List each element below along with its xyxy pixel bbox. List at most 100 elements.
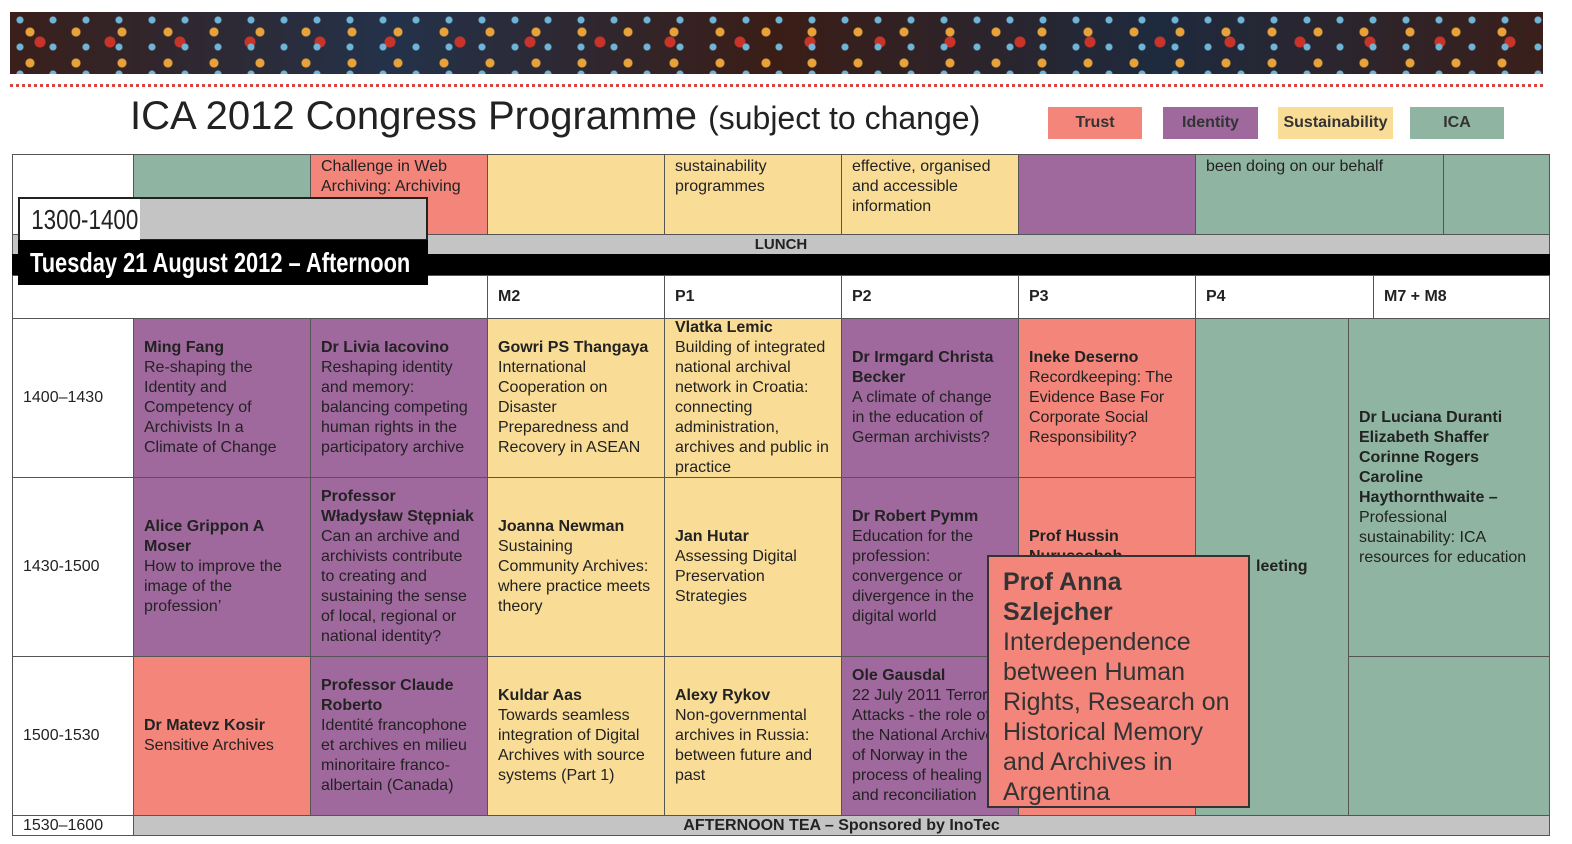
legend-item: Sustainability <box>1278 107 1393 139</box>
session-cell <box>1348 656 1550 816</box>
banner <box>10 12 1543 74</box>
session-title: Recordkeeping: The Evidence Base For Cor… <box>1029 369 1173 446</box>
speaker: Joanna Newman <box>498 518 625 535</box>
column-header: M7 + M8 <box>1373 275 1550 319</box>
session-title: How to improve the image of the professi… <box>144 558 282 615</box>
time-label: 1530–1600 <box>23 816 104 834</box>
time-label: 1300-1400 <box>31 204 139 235</box>
time-cell: 1500-1530 <box>12 656 134 816</box>
session-cell: Dr Luciana Duranti Elizabeth Shaffer Cor… <box>1348 318 1550 657</box>
session-title: Can an archive and archivists contribute… <box>321 528 467 645</box>
session-cell: Gowri PS Thangaya International Cooperati… <box>487 318 665 478</box>
subtitle: (subject to change) <box>708 100 981 136</box>
cell: effective, organised and accessible info… <box>841 154 1019 235</box>
session-title: Re-shaping the Identity and Competency o… <box>144 359 277 456</box>
column-label: M2 <box>498 288 521 305</box>
session-title: Assessing Digital Preservation Strategie… <box>675 548 797 605</box>
time-cell: 1530–1600 <box>12 815 134 836</box>
session-cell: Professor Władysław Stępniak Can an archi… <box>310 477 488 657</box>
session-cell: Dr Livia Iacovino Reshaping identity and … <box>310 318 488 478</box>
column-header: P3 <box>1018 275 1196 319</box>
session-title: leeting <box>1256 558 1308 575</box>
time-label: 1400–1430 <box>23 389 104 406</box>
speaker: Prof Anna Szlejcher <box>1003 568 1122 626</box>
speaker: Jan Hutar <box>675 528 749 545</box>
overlay-time: 1300-1400 <box>18 197 428 241</box>
speaker: Dr Irmgard Christa Becker <box>852 349 994 386</box>
speaker: Alexy Rykov <box>675 687 771 704</box>
session-cell: Alexy Rykov Non-governmental archives in … <box>664 656 842 816</box>
cell <box>1443 154 1550 235</box>
session-title: A climate of change in the education of … <box>852 389 992 446</box>
legend-label: ICA <box>1443 114 1471 131</box>
legend-label: Trust <box>1075 114 1115 131</box>
session-text: effective, organised and accessible info… <box>852 158 991 215</box>
column-header: P4 <box>1195 275 1374 319</box>
session-cell: Ineke Deserno Recordkeeping: The Evidence… <box>1018 318 1196 478</box>
speaker: Alice Grippon A Moser <box>144 518 264 555</box>
speaker: Gowri PS Thangaya <box>498 339 649 356</box>
time-label: 1430-1500 <box>23 558 100 575</box>
column-label: P4 <box>1206 288 1226 305</box>
session-title: Towards seamless integration of Digital … <box>498 707 645 784</box>
cell <box>1018 154 1196 235</box>
legend-label: Identity <box>1182 114 1239 131</box>
title: ICA 2012 Congress Programme (subject to … <box>130 94 980 139</box>
session-title: Reshaping identity and memory: balancing… <box>321 359 468 456</box>
session-cell: Joanna Newman Sustaining Community Archiv… <box>487 477 665 657</box>
speaker: Ming Fang <box>144 339 224 356</box>
session-text: been doing on our behalf <box>1206 158 1384 175</box>
speaker: Dr Matevz Kosir <box>144 717 265 734</box>
day-label: Tuesday 21 August 2012 – Afternoon <box>30 247 411 278</box>
divider <box>10 84 1543 87</box>
session-title: International Cooperation on Disaster Pr… <box>498 359 641 456</box>
column-header: P2 <box>841 275 1019 319</box>
legend-label: Sustainability <box>1283 114 1388 131</box>
overlay-day: Tuesday 21 August 2012 – Afternoon <box>18 240 428 285</box>
lunch-label: LUNCH <box>754 235 808 253</box>
speaker: Professor Claude Roberto <box>321 677 454 714</box>
tea-row: AFTERNOON TEA – Sponsored by InoTec <box>133 815 1550 836</box>
session-cell: Jan Hutar Assessing Digital Preservation … <box>664 477 842 657</box>
column-label: M7 + M8 <box>1384 288 1447 305</box>
cell: sustainability programmes <box>664 154 842 235</box>
session-cell: Professor Claude Roberto Identité francop… <box>310 656 488 816</box>
session-title: Sustaining Community Archives: where pra… <box>498 538 651 615</box>
column-header: P1 <box>664 275 842 319</box>
session-title: 22 July 2011 Terror Attacks - the role o… <box>852 687 1003 804</box>
time-cell: 1400–1430 <box>12 318 134 478</box>
speaker: Professor Władysław Stępniak <box>321 488 474 525</box>
speaker: Ineke Deserno <box>1029 349 1139 366</box>
title-text: ICA 2012 Congress Programme <box>130 94 697 138</box>
column-header: M2 <box>487 275 665 319</box>
session-cell: Ming Fang Re-shaping the Identity and Com… <box>133 318 311 478</box>
overlay-time-box: 1300-1400 <box>20 199 140 241</box>
session-cell: Kuldar Aas Towards seamless integration o… <box>487 656 665 816</box>
tea-label: AFTERNOON TEA – Sponsored by InoTec <box>683 816 1000 834</box>
session-cell: Alice Grippon A Moser How to improve the … <box>133 477 311 657</box>
time-label: 1500-1530 <box>23 727 100 744</box>
session-cell: Dr Irmgard Christa Becker A climate of ch… <box>841 318 1019 478</box>
legend-item: Trust <box>1048 107 1142 139</box>
speaker: Ole Gausdal <box>852 667 946 684</box>
session-title: Interdependence between Human Rights, Re… <box>1003 628 1230 806</box>
cell: been doing on our behalf <box>1195 154 1444 235</box>
column-label: P1 <box>675 288 695 305</box>
popup: Prof Anna Szlejcher Interdependence betwe… <box>987 555 1250 808</box>
column-label: P3 <box>1029 288 1049 305</box>
speaker: Kuldar Aas <box>498 687 582 704</box>
legend-item: Identity <box>1163 107 1258 139</box>
session-cell: Dr Matevz Kosir Sensitive Archives <box>133 656 311 816</box>
speaker: Dr Robert Pymm <box>852 508 979 525</box>
cell <box>487 154 665 235</box>
speaker: Dr Luciana Duranti Elizabeth Shaffer Cor… <box>1359 408 1503 506</box>
legend-item: ICA <box>1410 107 1504 139</box>
time-cell: 1430-1500 <box>12 477 134 657</box>
session-title: Identité francophone et archives en mili… <box>321 717 467 794</box>
speaker: Dr Livia Iacovino <box>321 339 450 356</box>
session-title: Education for the profession: convergenc… <box>852 528 974 625</box>
session-title: Sensitive Archives <box>144 737 274 754</box>
session-title: Building of integrated national archival… <box>675 339 829 476</box>
session-cell: Vlatka Lemic Building of integrated natio… <box>664 318 842 478</box>
